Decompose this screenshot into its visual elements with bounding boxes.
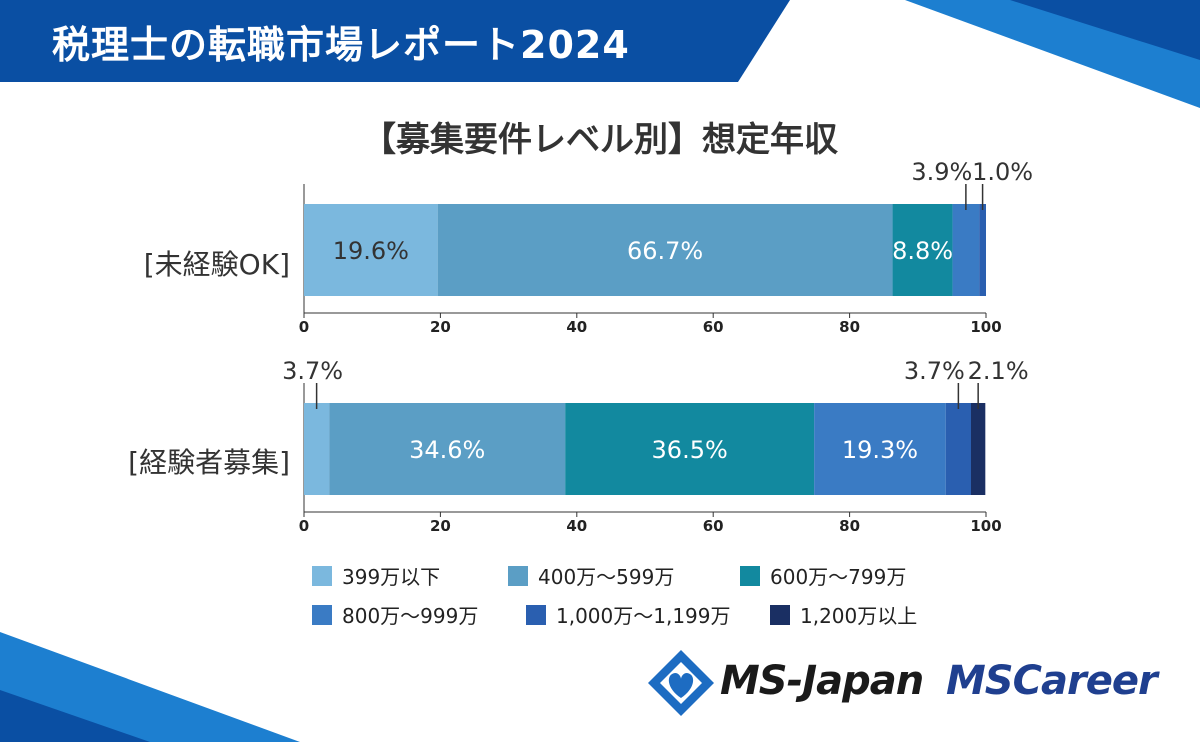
x-tick-label-0-3: 60 [703,318,724,336]
chart-title: 【募集要件レベル別】想定年収 [362,120,838,160]
x-tick-label-1-2: 40 [566,517,587,535]
logo-brand-ms-japan: MS-Japan [720,658,924,704]
category-label-1: [経験者募集] [128,446,290,479]
data-label-0-3: 3.9% [911,158,972,186]
legend-swatch-0 [312,566,332,586]
x-tick-label-1-4: 80 [839,517,860,535]
data-label-1-3: 19.3% [842,436,918,464]
footer-accent-stripe-dark [0,690,150,742]
x-tick-label-0-4: 80 [839,318,860,336]
data-label-0-2: 8.8% [892,237,953,265]
legend-swatch-3 [312,605,332,625]
data-label-1-5: 2.1% [968,357,1029,385]
legend-label-4: 1,000万～1,199万 [556,604,731,628]
data-label-0-4: 1.0% [972,158,1033,186]
bar-segment-1-0 [304,403,330,495]
x-tick-label-1-5: 100 [970,517,1001,535]
x-tick-label-0-0: 0 [299,318,309,336]
data-label-1-0: 3.7% [282,357,343,385]
footer-accent-stripe [0,632,300,742]
logo: MS-Japan MSCareer [646,642,1186,726]
bar-segment-0-1 [437,204,893,296]
legend-swatch-5 [770,605,790,625]
legend-label-3: 800万～999万 [342,604,478,628]
bar-segment-0-2 [892,204,953,296]
logo-brand-mscareer: MSCareer [946,658,1158,704]
bar-segment-1-4 [945,403,971,495]
x-tick-label-0-2: 40 [566,318,587,336]
data-label-0-0: 19.6% [333,237,409,265]
legend-swatch-2 [740,566,760,586]
data-label-0-1: 66.7% [627,237,703,265]
bar-segment-0-0 [304,204,438,296]
bar-segment-1-3 [814,403,946,495]
logo-diamond-icon [648,650,714,716]
legend-label-1: 400万～599万 [538,565,674,589]
bar-segment-1-5 [970,403,986,495]
x-tick-label-1-1: 20 [430,517,451,535]
legend-label-5: 1,200万以上 [800,604,917,628]
bar-segment-0-3 [952,204,980,296]
legend-swatch-4 [526,605,546,625]
data-label-1-1: 34.6% [409,436,485,464]
legend-label-0: 399万以下 [342,565,440,589]
bar-segment-1-2 [565,403,815,495]
header-accent-stripe-dark [1010,0,1200,60]
legend-swatch-1 [508,566,528,586]
data-label-1-2: 36.5% [652,436,728,464]
x-tick-label-0-1: 20 [430,318,451,336]
header-title-band [0,0,790,82]
page-title: 税理士の転職市場レポート2024 [52,23,630,67]
bar-segment-0-4 [979,204,986,296]
data-label-1-4: 3.7% [904,357,965,385]
bar-segment-1-1 [329,403,566,495]
x-tick-label-1-0: 0 [299,517,309,535]
category-label-0: [未経験OK] [144,248,290,281]
x-tick-label-1-3: 60 [703,517,724,535]
legend-label-2: 600万～799万 [770,565,906,589]
x-tick-label-0-5: 100 [970,318,1001,336]
